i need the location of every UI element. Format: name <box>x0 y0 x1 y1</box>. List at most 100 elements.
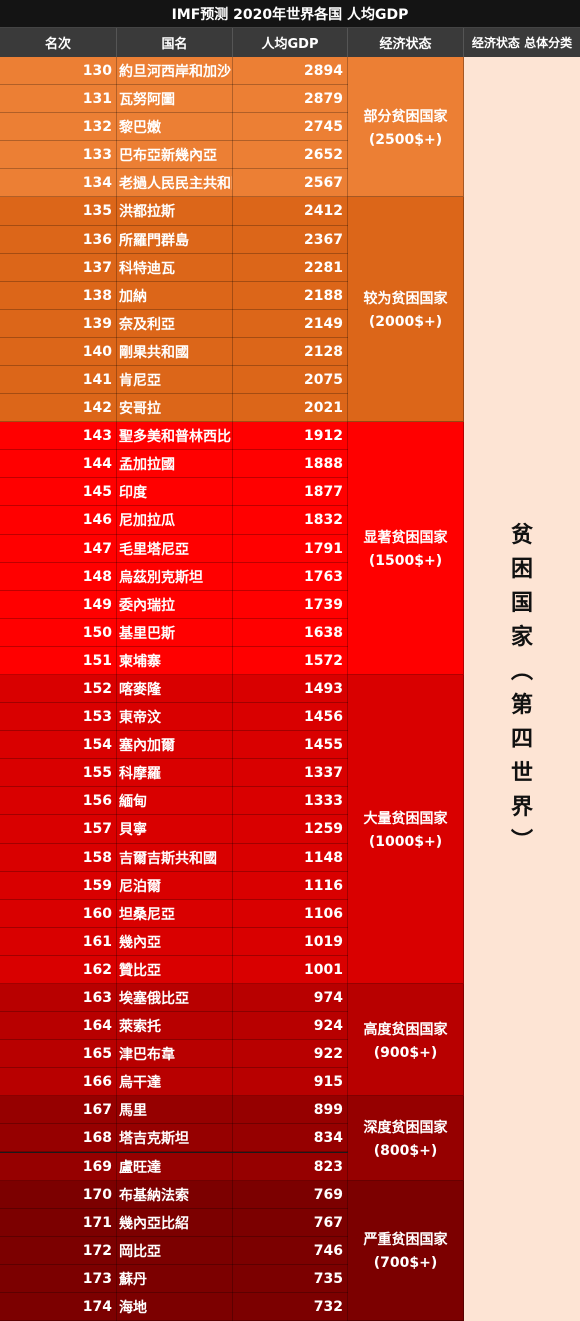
rank-cell: 137 <box>0 253 117 282</box>
gdp-cell: 1259 <box>233 815 348 844</box>
table-row: 158 吉爾吉斯共和國 1148 <box>0 843 464 872</box>
status-group: 显著贫困国家 (1500$+) <box>348 422 464 675</box>
rank-cell: 170 <box>0 1180 117 1209</box>
country-cell: 萊索托 <box>117 1012 233 1041</box>
gdp-cell: 1456 <box>233 703 348 732</box>
rank-cell: 174 <box>0 1292 117 1321</box>
gdp-cell: 1019 <box>233 927 348 956</box>
country-cell: 印度 <box>117 478 233 507</box>
rank-cell: 134 <box>0 169 117 198</box>
country-cell: 老撾人民民主共和國 <box>117 169 233 198</box>
gdp-cell: 1572 <box>233 646 348 675</box>
gdp-cell: 924 <box>233 1012 348 1041</box>
rank-cell: 160 <box>0 899 117 928</box>
overall-class-char: 世 <box>510 761 533 786</box>
gdp-cell: 2281 <box>233 253 348 282</box>
country-cell: 坦桑尼亞 <box>117 899 233 928</box>
country-cell: 剛果共和國 <box>117 337 233 366</box>
rank-cell: 148 <box>0 562 117 591</box>
gdp-cell: 2894 <box>233 57 348 86</box>
status-label: 显著贫困国家 <box>363 530 448 547</box>
country-cell: 塞內加爾 <box>117 731 233 760</box>
gdp-cell: 834 <box>233 1124 348 1153</box>
gdp-cell: 1337 <box>233 759 348 788</box>
overall-class-char: 国 <box>510 591 533 616</box>
gdp-cell: 2149 <box>233 309 348 338</box>
gdp-cell: 2188 <box>233 281 348 310</box>
country-cell: 毛里塔尼亞 <box>117 534 233 563</box>
country-cell: 吉爾吉斯共和國 <box>117 843 233 872</box>
status-group: 严重贫困国家 (700$+) <box>348 1180 464 1321</box>
gdp-cell: 1493 <box>233 674 348 704</box>
rank-cell: 158 <box>0 843 117 872</box>
rank-cell: 171 <box>0 1208 117 1237</box>
rank-cell: 132 <box>0 113 117 142</box>
gdp-cell: 732 <box>233 1292 348 1321</box>
rank-cell: 133 <box>0 141 117 170</box>
country-cell: 科摩羅 <box>117 759 233 788</box>
header-overall: 经济状态 总体分类 <box>471 36 573 50</box>
status-group: 高度贫困国家 (900$+) <box>348 983 464 1097</box>
rank-cell: 142 <box>0 394 117 423</box>
country-cell: 加納 <box>117 281 233 310</box>
country-cell: 馬里 <box>117 1096 233 1125</box>
gdp-cell: 2879 <box>233 85 348 114</box>
overall-class-char: ︶ <box>510 829 533 854</box>
rank-cell: 130 <box>0 57 117 86</box>
status-group: 大量贫困国家 (1000$+) <box>348 674 464 984</box>
country-cell: 岡比亞 <box>117 1236 233 1265</box>
status-threshold: (1000$+) <box>368 833 443 850</box>
gdp-cell: 767 <box>233 1208 348 1237</box>
country-cell: 奈及利亞 <box>117 309 233 338</box>
rank-cell: 163 <box>0 983 117 1013</box>
country-cell: 津巴布韋 <box>117 1040 233 1069</box>
gdp-cell: 1912 <box>233 422 348 451</box>
rank-cell: 151 <box>0 646 117 675</box>
gdp-cell: 899 <box>233 1096 348 1125</box>
gdp-cell: 1832 <box>233 506 348 535</box>
overall-class-char: 第 <box>510 693 533 718</box>
status-group: 较为贫困国家 (2000$+) <box>348 197 464 423</box>
status-group: 深度贫困国家 (800$+) <box>348 1096 464 1181</box>
overall-class-char: 家 <box>510 625 533 650</box>
rank-cell: 154 <box>0 731 117 760</box>
rank-cell: 149 <box>0 590 117 619</box>
rank-cell: 136 <box>0 225 117 254</box>
country-cell: 安哥拉 <box>117 394 233 423</box>
status-threshold: (1500$+) <box>368 553 443 570</box>
country-cell: 海地 <box>117 1292 233 1321</box>
status-label: 高度贫困国家 <box>363 1021 448 1038</box>
gdp-cell: 2745 <box>233 113 348 142</box>
status-threshold: (900$+) <box>373 1044 438 1061</box>
rank-cell: 131 <box>0 85 117 114</box>
header-gdp: 人均GDP <box>233 28 348 57</box>
rank-cell: 155 <box>0 759 117 788</box>
country-cell: 巴布亞新幾內亞 <box>117 141 233 170</box>
gdp-cell: 922 <box>233 1040 348 1069</box>
rank-cell: 152 <box>0 674 117 704</box>
rank-cell: 153 <box>0 703 117 732</box>
gdp-cell: 1333 <box>233 787 348 816</box>
country-cell: 柬埔寨 <box>117 646 233 675</box>
country-cell: 塔吉克斯坦 <box>117 1124 233 1153</box>
rank-cell: 145 <box>0 478 117 507</box>
country-cell: 烏茲別克斯坦 <box>117 562 233 591</box>
gdp-cell: 1455 <box>233 731 348 760</box>
header-country: 国名 <box>117 28 233 57</box>
rank-cell: 146 <box>0 506 117 535</box>
country-cell: 盧旺達 <box>117 1152 233 1181</box>
country-cell: 幾內亞比紹 <box>117 1208 233 1237</box>
gdp-cell: 974 <box>233 983 348 1013</box>
rank-cell: 167 <box>0 1096 117 1125</box>
country-cell: 科特迪瓦 <box>117 253 233 282</box>
rank-cell: 159 <box>0 871 117 900</box>
gdp-cell: 1877 <box>233 478 348 507</box>
rank-cell: 143 <box>0 422 117 451</box>
gdp-cell: 2367 <box>233 225 348 254</box>
country-cell: 瓦努阿圖 <box>117 85 233 114</box>
rank-cell: 135 <box>0 197 117 226</box>
rank-cell: 162 <box>0 955 117 984</box>
rank-cell: 150 <box>0 618 117 647</box>
country-cell: 孟加拉國 <box>117 450 233 479</box>
